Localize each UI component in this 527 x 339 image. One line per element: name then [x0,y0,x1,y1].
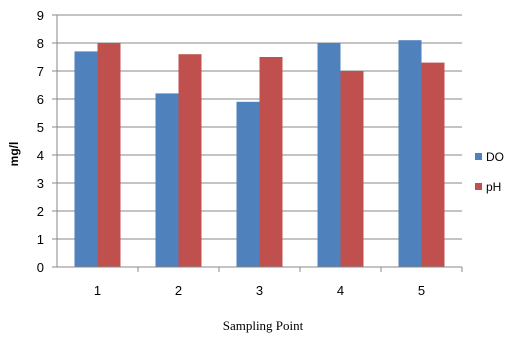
bar-do-3 [236,101,260,267]
y-tick-label: 3 [37,176,44,191]
y-tick-label: 2 [37,204,44,219]
bar-do-4 [317,43,341,267]
y-tick-label: 5 [37,120,44,135]
x-tick-label: 1 [94,283,101,298]
legend-label-ph: pH [486,180,501,194]
y-axis-label: mg/l [7,142,21,167]
bar-do-1 [74,51,98,268]
legend-swatch-ph [475,183,482,190]
legend: DO pH [475,150,504,194]
bar-ph-5 [421,62,445,267]
legend-swatch-do [475,153,482,160]
y-tick-label: 1 [37,232,44,247]
legend-label-do: DO [486,150,504,164]
x-tick-label: 3 [256,283,263,298]
bar-ph-4 [340,71,364,267]
x-tick-label: 5 [418,283,425,298]
bars-layer [74,40,445,268]
y-tick-label: 7 [37,64,44,79]
y-tick-label: 4 [37,148,44,163]
x-tick-label: 2 [175,283,182,298]
y-tick-label: 6 [37,92,44,107]
bar-ph-3 [259,57,283,267]
axis-layer [52,14,463,272]
label-layer: 0 1 2 3 4 5 6 7 8 9 1 2 3 4 5 [37,8,425,298]
bar-ph-2 [178,54,202,268]
y-tick-label: 0 [37,260,44,275]
y-tick-label: 9 [37,8,44,23]
bar-do-5 [398,40,422,268]
x-axis-label: Sampling Point [223,318,304,333]
y-tick-label: 8 [37,36,44,51]
bar-do-2 [155,93,179,268]
x-tick-label: 4 [337,283,344,298]
bar-ph-1 [97,43,121,267]
